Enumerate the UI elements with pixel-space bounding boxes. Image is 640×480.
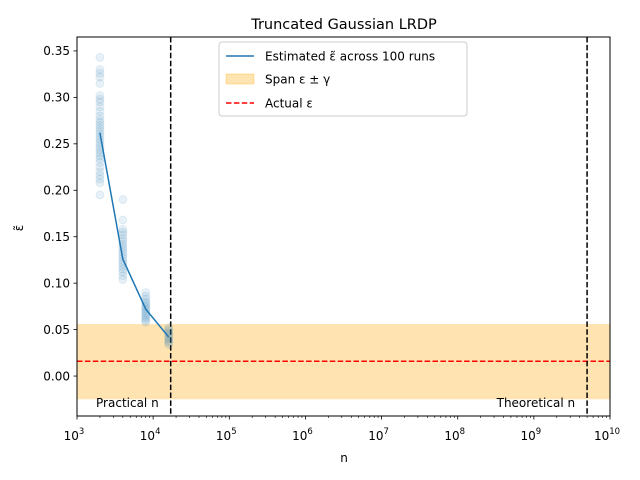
scatter-point: [164, 330, 174, 340]
legend-label-span: Span ε ± γ: [265, 73, 330, 87]
y-tick-label: 0.00: [43, 369, 70, 383]
scatter-point: [95, 123, 105, 133]
scatter-point: [141, 287, 151, 297]
scatter-point: [95, 174, 105, 184]
scatter-point: [164, 325, 174, 335]
scatter-point: [118, 274, 128, 284]
y-tick-label: 0.25: [43, 137, 70, 151]
y-tick-label: 0.30: [43, 91, 70, 105]
x-tick-label: 104: [140, 427, 161, 443]
scatter-point: [141, 313, 151, 323]
y-tick-label: 0.35: [43, 44, 70, 58]
y-tick-label: 0.10: [43, 276, 70, 290]
y-tick-label: 0.20: [43, 184, 70, 198]
scatter-point: [164, 323, 174, 333]
x-tick-label: 107: [368, 427, 389, 443]
scatter-point: [95, 157, 105, 167]
chart-title: Truncated Gaussian LRDP: [250, 17, 437, 33]
scatter-point: [118, 267, 128, 277]
scatter-point: [141, 291, 151, 301]
x-tick-label: 106: [292, 427, 313, 443]
scatter-point: [95, 97, 105, 107]
scatter-point: [141, 306, 151, 316]
scatter-point: [95, 111, 105, 121]
scatter-point: [164, 339, 174, 349]
vline-label-0: Practical n: [96, 396, 159, 410]
scatter-point: [164, 334, 174, 344]
estimate-mean-line: [99, 132, 170, 338]
scatter-point: [95, 68, 105, 78]
legend: Estimated ε̃ across 100 runs Span ε ± γ Ac…: [218, 41, 468, 117]
scatter-point: [118, 271, 128, 281]
scatter-point: [118, 215, 128, 225]
x-axis: 103 104 105 106 107 108 109 1010: [64, 416, 620, 443]
x-tick-label: 103: [64, 427, 85, 443]
legend-swatch-span: [225, 73, 255, 85]
x-tick-label: 109: [521, 427, 542, 443]
scatter-point: [95, 91, 105, 101]
scatter-point: [95, 178, 105, 188]
scatter-point: [164, 338, 174, 348]
scatter-point: [95, 115, 105, 125]
y-axis-title: ε̃: [12, 225, 26, 232]
y-tick-label: 0.05: [43, 323, 70, 337]
y-tick-label: 0.15: [43, 230, 70, 244]
scatter-point: [118, 224, 128, 234]
legend-label-estimate: Estimated ε̃ across 100 runs: [265, 50, 435, 64]
x-tick-label: 105: [216, 427, 237, 443]
scatter-point: [95, 120, 105, 130]
scatter-point: [95, 117, 105, 127]
scatter-point: [95, 52, 105, 62]
scatter-point: [141, 315, 151, 325]
scatter-point: [95, 170, 105, 180]
scatter-point: [95, 190, 105, 200]
scatter-point: [95, 145, 105, 155]
x-tick-label: 1010: [594, 427, 620, 443]
legend-label-actual: Actual ε: [265, 97, 313, 111]
scatter-point: [95, 106, 105, 116]
legend-box: [218, 41, 468, 117]
scatter-point: [95, 94, 105, 104]
vline-label-1: Theoretical n: [496, 396, 575, 410]
scatter-point: [95, 167, 105, 177]
plot-area: Practical n Theoretical n: [77, 37, 610, 416]
scatter-point: [95, 162, 105, 172]
plot-content: [77, 37, 610, 416]
scatter-point: [141, 312, 151, 322]
axes-frame: [76, 36, 611, 417]
scatter-point: [118, 227, 128, 237]
y-axis: 0.00 0.05 0.10 0.15 0.20 0.25 0.30 0.35: [43, 44, 77, 383]
scatter-point: [118, 195, 128, 205]
scatter-point: [95, 72, 105, 82]
scatter-point: [141, 317, 151, 327]
scatter-point: [95, 78, 105, 88]
x-axis-title: n: [340, 451, 348, 465]
scatter-point: [95, 102, 105, 112]
x-tick-label: 108: [444, 427, 465, 443]
scatter-point: [95, 65, 105, 75]
